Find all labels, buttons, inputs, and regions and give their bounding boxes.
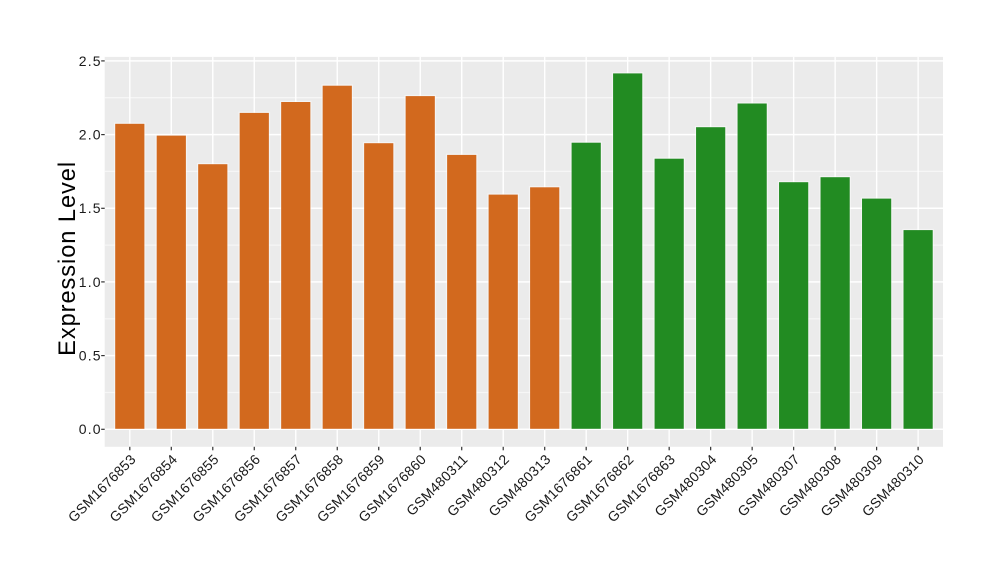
svg-text:0.5: 0.5 — [79, 348, 102, 364]
svg-text:1.5: 1.5 — [79, 200, 102, 216]
svg-text:2.5: 2.5 — [79, 53, 102, 69]
svg-text:2.0: 2.0 — [79, 127, 102, 143]
svg-text:1.0: 1.0 — [79, 274, 102, 290]
svg-text:Expression Level: Expression Level — [55, 161, 81, 356]
svg-text:0.0: 0.0 — [79, 421, 102, 437]
